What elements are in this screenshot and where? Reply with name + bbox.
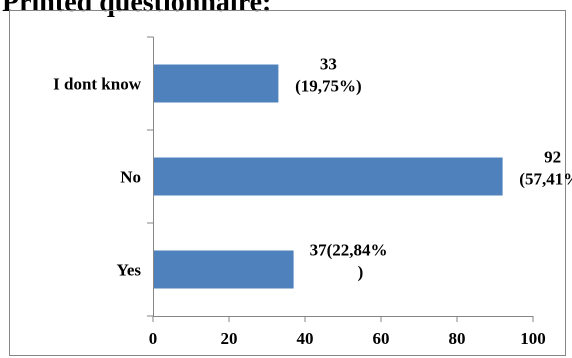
x-axis: 0 20 40 60 80 100 <box>149 316 546 348</box>
x-tick-label: 20 <box>221 329 238 348</box>
x-tick-label: 80 <box>449 329 466 348</box>
data-label: 37(22,84%) <box>310 241 388 282</box>
category-label: Yes <box>116 261 141 280</box>
data-label: 33 (19,75%) <box>295 55 362 96</box>
bar <box>154 64 279 103</box>
x-tick-label: 100 <box>520 329 546 348</box>
category-label: I dont know <box>53 75 142 94</box>
x-tick-label: 60 <box>373 329 390 348</box>
bar <box>154 250 294 289</box>
category-label: No <box>120 168 141 187</box>
bars <box>154 64 503 289</box>
bar <box>154 157 503 196</box>
y-axis <box>147 36 154 317</box>
chart-frame <box>9 10 566 356</box>
data-labels: Yes 37(22,84%) No 92(57,41%) I dont know 33(1… <box>53 55 572 282</box>
page-heading: Printed questionnaire: <box>2 0 272 18</box>
x-tick-label: 0 <box>149 329 158 348</box>
data-label: 92(57,41%) <box>519 148 572 189</box>
x-tick-label: 40 <box>297 329 314 348</box>
